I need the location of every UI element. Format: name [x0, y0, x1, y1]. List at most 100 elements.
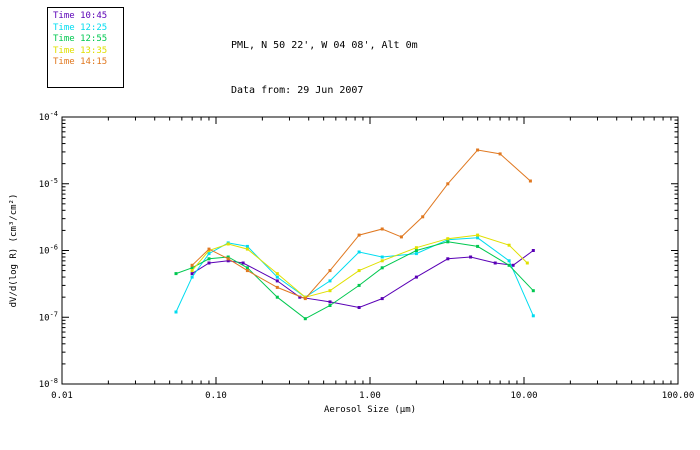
data-point-marker [469, 255, 473, 259]
data-point-marker [207, 247, 211, 251]
data-point-marker [226, 255, 230, 259]
data-point-marker [328, 279, 332, 283]
data-point-marker [275, 279, 279, 283]
data-point-marker [531, 289, 535, 293]
data-point-marker [226, 259, 230, 263]
y-tick-label: 10-8 [39, 377, 58, 390]
data-point-marker [207, 257, 211, 261]
legend-box: Time 10:45 Time 12:25 Time 12:55 Time 13… [47, 7, 124, 88]
data-point-marker [303, 297, 307, 301]
y-tick-label: 10-7 [39, 310, 58, 323]
data-point-marker [531, 249, 535, 252]
data-point-marker [207, 252, 211, 256]
data-point-marker [380, 297, 384, 301]
data-point-marker [328, 289, 332, 293]
data-point-marker [174, 310, 178, 314]
data-point-marker [303, 317, 307, 321]
axis-ticks [61, 116, 679, 385]
data-point-marker [241, 261, 245, 265]
data-point-marker [446, 182, 450, 186]
data-point-marker [357, 306, 361, 309]
data-point-marker [476, 148, 480, 152]
data-point-marker [275, 295, 279, 299]
data-point-marker [446, 237, 450, 241]
y-tick-label: 10-6 [39, 244, 58, 257]
data-point-marker [446, 257, 450, 261]
y-axis-label: dV/d(log R) (cm³/cm²) [9, 194, 19, 308]
legend-item-label: Time 13:35 [53, 45, 108, 56]
data-point-marker [414, 252, 418, 256]
data-point-marker [380, 227, 384, 231]
data-point-marker [245, 244, 249, 248]
title-block: PML, N 50 22', W 04 08', Alt 0m Data fro… [231, 8, 418, 113]
data-point-marker [380, 255, 384, 259]
data-point-marker [190, 269, 194, 273]
data-point-marker [298, 295, 302, 299]
data-point-marker [446, 240, 450, 244]
plot-title: PML, N 50 22', W 04 08', Alt 0m [231, 40, 418, 51]
data-point-marker [190, 275, 194, 279]
data-point-marker [226, 242, 230, 246]
data-point-marker [245, 247, 249, 251]
data-point-marker [357, 269, 361, 273]
data-point-marker [507, 263, 511, 267]
series-1 [190, 249, 535, 309]
x-tick-label: 1.00 [359, 391, 381, 401]
legend-item-label: Time 14:15 [53, 57, 108, 67]
data-point-marker [357, 283, 361, 287]
y-tick-label: 10-5 [39, 177, 58, 190]
data-point-marker [328, 300, 332, 304]
x-tick-label: 0.01 [51, 391, 73, 401]
data-point-marker [275, 285, 279, 289]
data-point-marker [507, 243, 511, 247]
data-point-marker [245, 266, 249, 270]
data-point-marker [275, 272, 279, 276]
series-5 [190, 148, 532, 301]
data-point-marker [493, 261, 497, 265]
data-point-marker [528, 179, 532, 183]
data-point-marker [190, 266, 194, 270]
data-point-marker [498, 152, 502, 156]
legend-item-label: Time 12:55 [53, 34, 108, 44]
series-3 [174, 240, 535, 321]
x-tick-label: 0.10 [205, 391, 227, 401]
data-point-marker [531, 314, 535, 318]
data-point-marker [357, 250, 361, 254]
legend-item-label: Time 10:45 [53, 11, 108, 21]
data-point-marker [414, 275, 418, 279]
data-point-marker [507, 259, 511, 263]
legend-item-1255: Time 12:55 [53, 34, 123, 46]
data-point-marker [525, 261, 529, 265]
legend-item-1045: Time 10:45 [53, 11, 123, 23]
legend-item-1335: Time 13:35 [53, 46, 123, 58]
data-point-marker [357, 233, 361, 237]
y-tick-label: 10-4 [39, 110, 58, 123]
legend-item-label: Time 12:25 [53, 22, 108, 33]
data-point-marker [476, 244, 480, 248]
plot-frame [61, 116, 679, 385]
data-point-marker [399, 235, 403, 239]
data-point-marker [190, 272, 194, 276]
x-tick-label: 100.00 [662, 391, 695, 401]
legend-item-1225: Time 12:25 [53, 23, 123, 35]
data-point-marker [421, 215, 425, 219]
data-point-marker [174, 272, 178, 276]
x-axis-label: Aerosol Size (μm) [324, 405, 416, 415]
data-point-marker [226, 257, 230, 261]
data-point-marker [511, 263, 515, 267]
data-point-marker [328, 304, 332, 307]
data-point-marker [275, 275, 279, 279]
data-point-marker [190, 263, 194, 267]
data-point-marker [414, 246, 418, 250]
data-point-marker [476, 236, 480, 240]
data-point-marker [328, 269, 332, 273]
data-point-marker [414, 249, 418, 252]
legend-item-1415: Time 14:15 [53, 57, 123, 69]
data-point-marker [476, 233, 480, 237]
data-point-marker [380, 259, 384, 263]
data-point-marker [245, 269, 249, 273]
x-tick-label: 10.00 [510, 391, 537, 401]
data-point-marker [380, 266, 384, 270]
